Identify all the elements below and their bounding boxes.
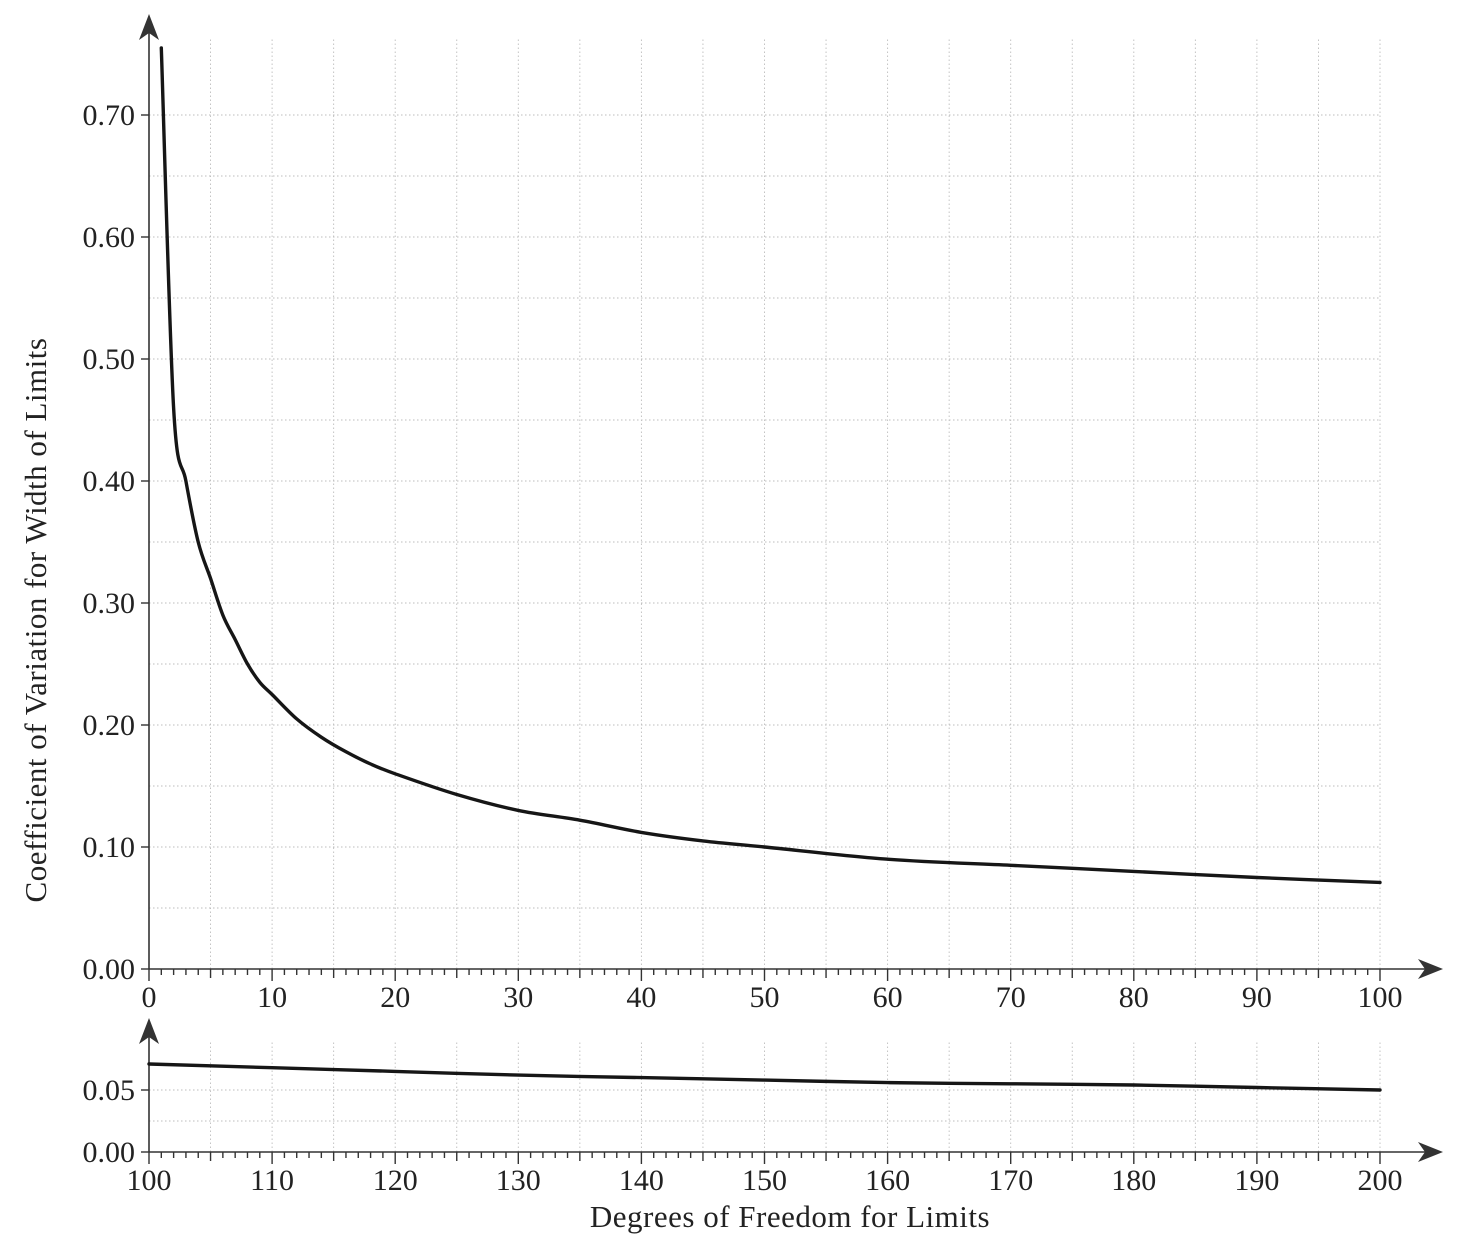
top-x-tick-label: 10 [257,981,287,1014]
y-axis-title: Coefficient of Variation for Width of Li… [18,338,53,903]
bottom-series-line [147,1062,1382,1092]
top-panel: 0 10 20 30 40 50 60 70 80 90 100 0.00 0.10 0.20 0.30 0.… [83,14,1443,1014]
top-series-line [159,46,1382,885]
top-x-tick-label: 20 [380,981,410,1014]
bottom-x-axis-arrow [1418,1142,1443,1162]
top-y-tick-label: 0.60 [83,221,136,254]
bottom-panel: 100 110 120 130 140 150 160 170 180 190 200 0.00 0.0… [83,1018,1443,1197]
top-x-tick-label: 70 [996,981,1026,1014]
top-x-tick-label: 100 [1358,981,1403,1014]
top-y-tick-label: 0.70 [83,99,136,132]
bottom-x-tick-label: 140 [619,1164,664,1197]
top-y-tick-label: 0.00 [83,953,136,986]
bottom-x-tick-label: 110 [250,1164,294,1197]
bottom-x-tick-label: 200 [1358,1164,1403,1197]
x-axis-title: Degrees of Freedom for Limits [590,1199,990,1234]
bottom-x-tick-label: 130 [496,1164,541,1197]
bottom-y-tick-label: 0.05 [83,1074,136,1107]
top-x-tick-label: 40 [626,981,656,1014]
bottom-x-tick-label: 100 [127,1164,172,1197]
top-x-tick-label: 90 [1242,981,1272,1014]
top-x-axis-arrow [1418,959,1443,979]
top-y-tick-label: 0.40 [83,465,136,498]
top-y-tick-label: 0.20 [83,709,136,742]
bottom-x-tick-label: 170 [988,1164,1033,1197]
bottom-x-tick-label: 180 [1111,1164,1156,1197]
bottom-x-tick-label: 190 [1234,1164,1279,1197]
top-y-axis-arrow [139,14,159,40]
bottom-y-tick-label: 0.00 [83,1136,136,1169]
bottom-x-tick-label: 160 [865,1164,910,1197]
top-y-tick-label: 0.10 [83,831,136,864]
top-y-tick-label: 0.30 [83,587,136,620]
top-x-tick-label: 50 [750,981,780,1014]
bottom-x-tick-label: 150 [742,1164,787,1197]
top-x-tick-label: 0 [142,981,157,1014]
bottom-y-axis-arrow [139,1018,159,1044]
bottom-x-tick-label: 120 [373,1164,418,1197]
top-x-tick-label: 60 [873,981,903,1014]
top-x-tick-label: 80 [1119,981,1149,1014]
top-y-tick-label: 0.50 [83,343,136,376]
top-x-tick-label: 30 [503,981,533,1014]
